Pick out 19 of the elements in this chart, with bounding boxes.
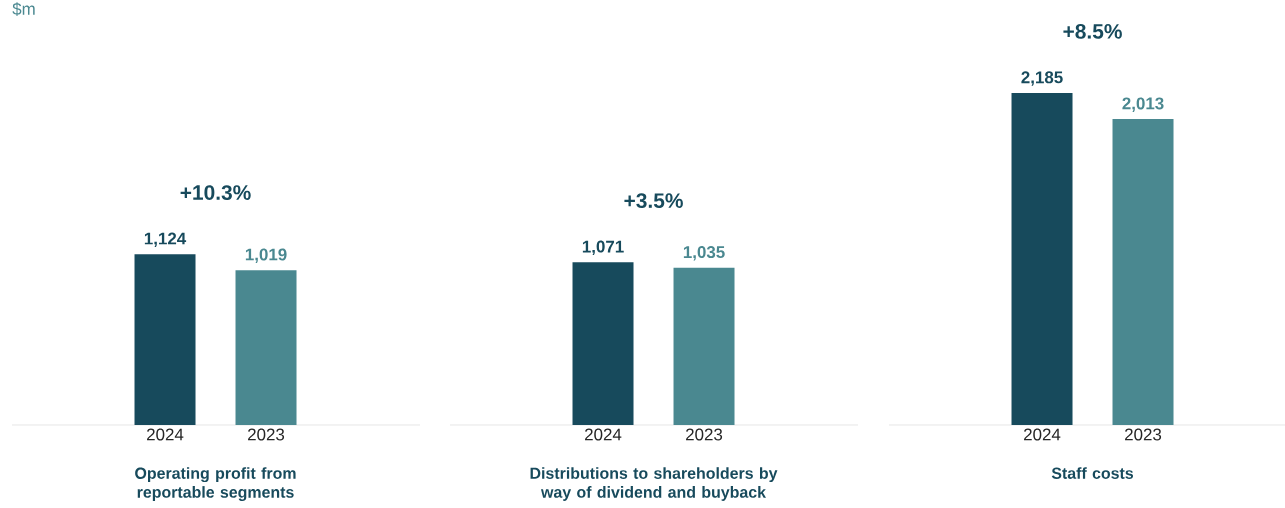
data-label: 1,124 [144, 232, 187, 247]
data-label: 1,035 [683, 246, 725, 261]
data-label: 2,013 [1122, 97, 1164, 112]
x-tick-label: 2024 [147, 428, 184, 441]
x-axis-title: Distributions to shareholders by way of dividend and buyback [530, 467, 778, 501]
x-tick-label: 2024 [585, 428, 622, 441]
text: +3.5% [624, 193, 683, 209]
data-label: 1,019 [245, 248, 287, 263]
text: +10.3% [180, 185, 251, 200]
x-tick-label: 2024 [1024, 428, 1061, 441]
x-tick-label: 2023 [1125, 428, 1162, 441]
x-tick-label: 2023 [686, 428, 723, 441]
data-label: 1,071 [582, 240, 624, 256]
x-axis-title: Operating profit from reportable segments [135, 467, 296, 502]
x-tick-label: 2023 [248, 428, 285, 441]
text: +8.5% [1063, 23, 1122, 39]
data-label: 2,185 [1021, 71, 1063, 86]
x-axis-title: Staff costs [1051, 467, 1134, 479]
text: $m [12, 2, 35, 16]
